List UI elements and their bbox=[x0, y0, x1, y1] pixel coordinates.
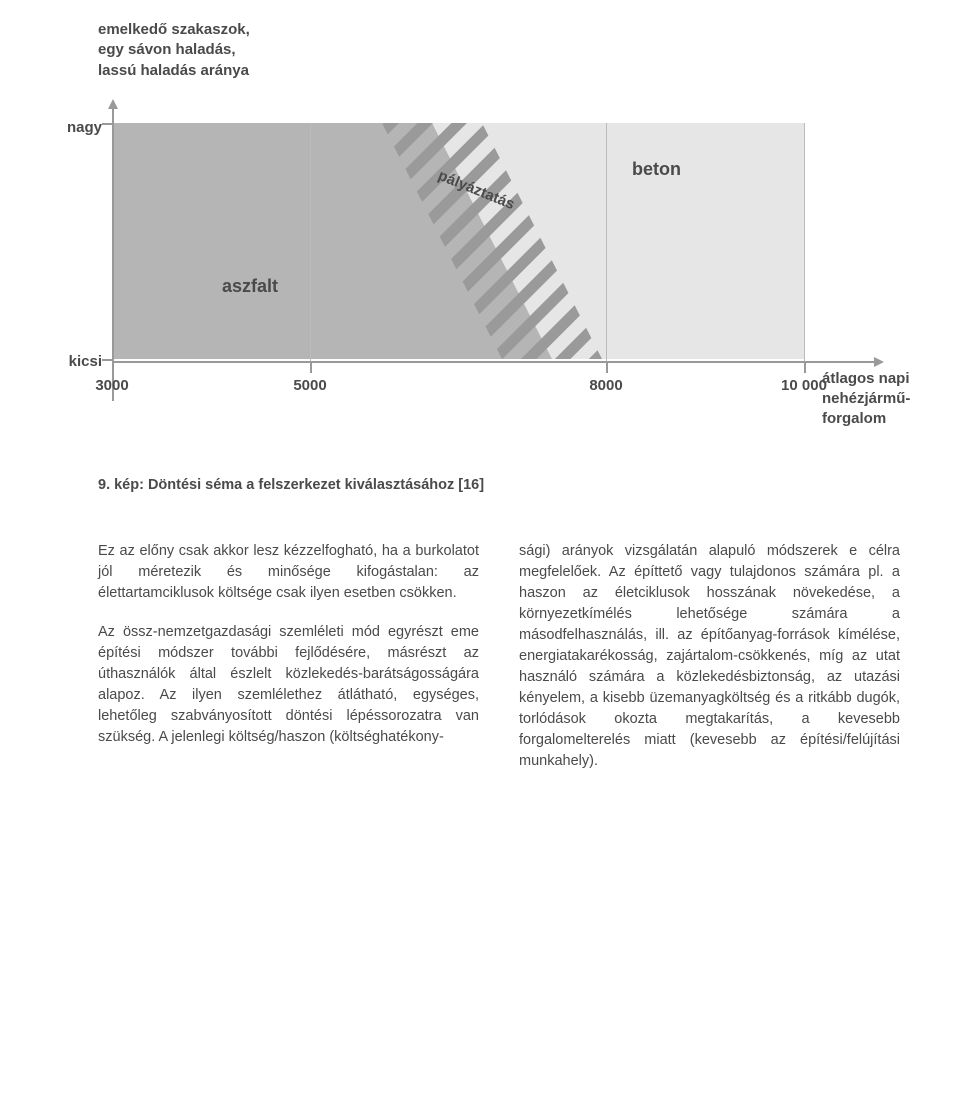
x-tick bbox=[606, 361, 608, 373]
arrow-right-icon bbox=[874, 357, 884, 367]
paragraph: Ez az előny csak akkor lesz kézzelfoghat… bbox=[98, 541, 479, 604]
x-tick-label: 5000 bbox=[293, 377, 326, 394]
arrow-up-icon bbox=[108, 99, 118, 109]
y-label-low: kicsi bbox=[56, 353, 102, 370]
paragraph: sági) arányok vizsgálatán alapuló módsze… bbox=[519, 541, 900, 772]
label-beton: beton bbox=[632, 159, 681, 180]
x-axis bbox=[112, 361, 882, 363]
x-tick-label: 3000 bbox=[95, 377, 128, 394]
x-tick bbox=[112, 361, 114, 373]
column-right: sági) arányok vizsgálatán alapuló módsze… bbox=[519, 541, 900, 772]
y-label-high: nagy bbox=[56, 119, 102, 136]
x-axis-title: átlagos napinehézjármű-forgalom bbox=[822, 369, 910, 430]
region-band bbox=[112, 123, 804, 359]
body-text: Ez az előny csak akkor lesz kézzelfoghat… bbox=[98, 541, 900, 772]
gridline bbox=[606, 123, 607, 361]
x-tick bbox=[310, 361, 312, 373]
decision-chart: nagy kicsi bbox=[56, 101, 896, 421]
y-tick bbox=[102, 123, 112, 125]
column-left: Ez az előny csak akkor lesz kézzelfoghat… bbox=[98, 541, 479, 772]
y-tick bbox=[102, 359, 112, 361]
paragraph: Az össz-nemzetgazdasági szemléleti mód e… bbox=[98, 622, 479, 748]
gridline bbox=[310, 123, 311, 361]
x-tick-label: 10 000 bbox=[781, 377, 827, 394]
x-tick bbox=[804, 361, 806, 373]
x-tick-label: 8000 bbox=[589, 377, 622, 394]
gridline bbox=[804, 123, 805, 361]
label-aszfalt: aszfalt bbox=[222, 276, 278, 297]
y-axis-title: emelkedő szakaszok,egy sávon haladás,las… bbox=[98, 20, 900, 81]
y-axis bbox=[112, 101, 114, 401]
plot-area: aszfalt beton pályáztatás 3000 5000 8000… bbox=[112, 101, 882, 401]
figure-caption: 9. kép: Döntési séma a felszerkezet kivá… bbox=[98, 477, 900, 493]
